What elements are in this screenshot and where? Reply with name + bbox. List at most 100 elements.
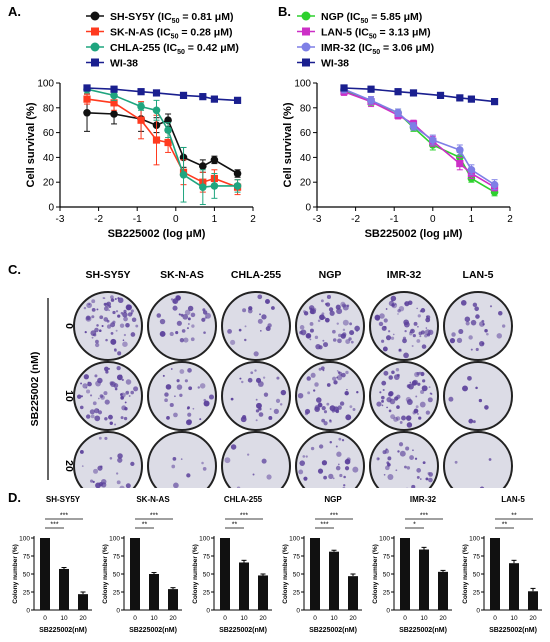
x-tick-label: 0 bbox=[43, 615, 47, 622]
plate-column-label: LAN-5 bbox=[463, 269, 494, 281]
colony-dot bbox=[388, 390, 394, 397]
y-tick-label: 25 bbox=[293, 590, 301, 597]
colony-dot bbox=[484, 328, 488, 333]
colony-dot bbox=[398, 442, 404, 447]
colony-dot bbox=[208, 394, 215, 400]
colony-dot bbox=[123, 316, 128, 322]
colony-dot bbox=[109, 421, 113, 425]
x-tick-label: 20 bbox=[349, 615, 357, 622]
colony-dot bbox=[378, 321, 384, 327]
y-axis-label: Cell survival (%) bbox=[282, 102, 294, 187]
colony-dot bbox=[332, 329, 336, 334]
plate-dish bbox=[369, 431, 439, 488]
colony-dot bbox=[418, 416, 422, 420]
y-tick-label: 80 bbox=[300, 103, 312, 114]
bar bbox=[348, 576, 358, 610]
colony-dot bbox=[411, 484, 416, 488]
colony-dot bbox=[385, 465, 390, 471]
colony-dot bbox=[395, 469, 398, 472]
y-tick-label: 0 bbox=[26, 608, 30, 615]
colony-dot bbox=[190, 312, 196, 318]
colony-dot bbox=[120, 311, 124, 315]
plate-column-label: SK-N-AS bbox=[160, 269, 204, 281]
y-tick-label: 40 bbox=[43, 153, 55, 164]
colony-dot bbox=[356, 391, 359, 394]
colony-dot bbox=[402, 336, 407, 340]
data-point bbox=[152, 136, 161, 144]
colony-dot bbox=[92, 480, 95, 484]
colony-dot bbox=[388, 330, 391, 333]
bar bbox=[438, 571, 448, 610]
sig-label: ** bbox=[511, 513, 517, 520]
colony-dot bbox=[256, 402, 262, 409]
colony-dot bbox=[385, 335, 392, 341]
colony-dot bbox=[116, 472, 119, 475]
colony-dot bbox=[305, 455, 308, 458]
colony-dot bbox=[414, 457, 418, 460]
colony-dot bbox=[420, 371, 425, 377]
x-tick-label: -1 bbox=[133, 214, 142, 225]
colony-dot bbox=[125, 304, 132, 311]
colony-dot bbox=[318, 444, 324, 449]
colony-dot bbox=[396, 405, 400, 409]
colony-dot bbox=[383, 370, 389, 376]
bar bbox=[310, 538, 320, 610]
colony-dot bbox=[401, 415, 406, 421]
plate-dish bbox=[369, 291, 439, 361]
y-tick-label: 0 bbox=[386, 608, 390, 615]
colony-dot bbox=[458, 329, 464, 335]
colony-dot bbox=[380, 339, 385, 343]
colony-dot bbox=[404, 301, 410, 307]
colony-dot bbox=[297, 392, 304, 399]
colony-dot bbox=[252, 473, 255, 476]
plate-dish bbox=[369, 361, 439, 431]
data-point bbox=[210, 182, 219, 190]
colony-dot bbox=[239, 377, 242, 380]
data-point bbox=[137, 116, 145, 124]
colony-dot bbox=[336, 376, 338, 379]
sig-label: ** bbox=[502, 522, 508, 529]
x-axis-label: SB225002(nM) bbox=[489, 627, 537, 634]
colony-dot bbox=[339, 401, 345, 406]
colony-plate bbox=[221, 291, 291, 361]
data-point bbox=[83, 95, 91, 103]
y-tick-label: 100 bbox=[199, 536, 210, 543]
colony-dot bbox=[349, 330, 355, 336]
colony-dot bbox=[133, 386, 139, 392]
colony-dot bbox=[174, 395, 176, 398]
x-tick-label: 20 bbox=[79, 615, 87, 622]
colony-dot bbox=[425, 410, 431, 415]
colony-dot bbox=[130, 332, 136, 337]
panel-label-b: B. bbox=[278, 4, 291, 19]
colony-dot bbox=[116, 366, 121, 371]
colony-dot bbox=[83, 306, 87, 310]
colony-dot bbox=[85, 315, 91, 321]
colony-dot bbox=[326, 294, 332, 300]
colony-dot bbox=[181, 329, 186, 333]
colony-dot bbox=[402, 338, 407, 344]
colony-dot bbox=[354, 325, 360, 332]
x-tick-label: -2 bbox=[94, 214, 103, 225]
colony-dot bbox=[419, 310, 423, 313]
colony-dot bbox=[417, 325, 419, 328]
y-tick-label: 100 bbox=[19, 536, 30, 543]
colony-dot bbox=[203, 331, 206, 334]
plate-dish bbox=[221, 291, 291, 361]
colony-dot bbox=[162, 374, 165, 377]
colony-dot bbox=[227, 328, 232, 334]
colony-dot bbox=[475, 347, 479, 352]
colony-dot bbox=[179, 369, 185, 374]
data-point bbox=[490, 180, 499, 189]
plate-dish bbox=[443, 291, 513, 361]
colony-plate bbox=[295, 291, 365, 361]
colony-dot bbox=[120, 416, 124, 420]
colony-dot bbox=[280, 389, 287, 396]
colony-dot bbox=[260, 330, 262, 332]
y-tick-label: 25 bbox=[473, 590, 481, 597]
colony-dot bbox=[319, 314, 325, 321]
data-point bbox=[110, 110, 118, 118]
colony-dot bbox=[279, 403, 283, 406]
colony-dot bbox=[122, 341, 128, 347]
